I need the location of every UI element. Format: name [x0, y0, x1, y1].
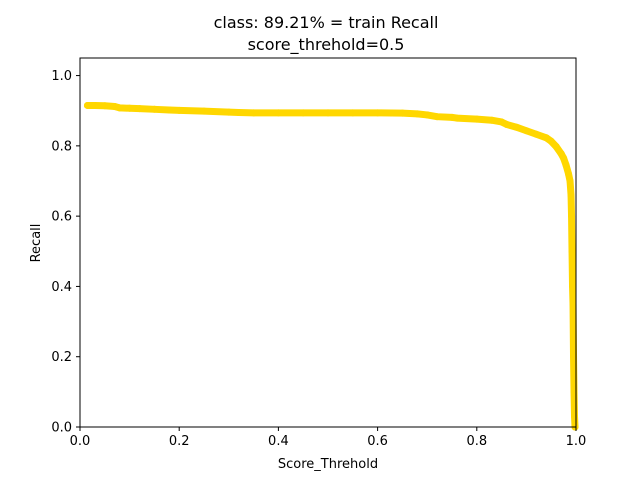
recall-data-point — [522, 127, 530, 135]
recall-data-point — [547, 137, 555, 145]
recall-data-point — [570, 353, 578, 361]
recall-data-point — [566, 177, 574, 185]
y-tick-label: 0.0 — [51, 421, 72, 436]
recall-data-point — [398, 109, 406, 117]
recall-data-point — [568, 247, 576, 255]
plot-area — [83, 101, 579, 431]
x-tick-label: 0.4 — [268, 434, 289, 449]
recall-data-point — [542, 134, 550, 142]
recall-data-point — [433, 113, 441, 121]
x-tick-label: 0.0 — [70, 434, 91, 449]
recall-data-point — [175, 106, 183, 114]
y-tick-label: 0.8 — [51, 139, 72, 154]
recall-data-point — [532, 130, 540, 138]
recall-data-point — [235, 108, 243, 116]
recall-data-point — [413, 110, 421, 118]
recall-data-point — [274, 109, 282, 117]
recall-data-point — [165, 106, 173, 114]
y-tick-label: 0.4 — [51, 280, 72, 295]
chart-title-line2: score_threhold=0.5 — [248, 35, 405, 55]
recall-data-point — [568, 212, 576, 220]
recall-data-point — [225, 108, 233, 116]
recall-data-point — [571, 412, 579, 420]
recall-data-point — [126, 104, 134, 112]
recall-data-point — [423, 111, 431, 119]
recall-data-point — [136, 105, 144, 113]
recall-data-point — [569, 282, 577, 290]
recall-data-point — [374, 109, 382, 117]
y-tick-label: 1.0 — [51, 69, 72, 84]
y-tick-label: 0.2 — [51, 350, 72, 365]
y-axis-ticks: 0.0 0.2 0.4 0.6 0.8 1.0 — [51, 69, 80, 436]
recall-data-point — [250, 109, 258, 117]
x-tick-label: 1.0 — [566, 434, 587, 449]
recall-data-point — [101, 102, 109, 110]
y-tick-label: 0.6 — [51, 210, 72, 225]
x-axis-label: Score_Threhold — [278, 457, 378, 472]
recall-data-point — [200, 107, 208, 115]
recall-data-point — [116, 104, 124, 112]
x-tick-label: 0.2 — [169, 434, 190, 449]
recall-data-point — [512, 123, 520, 131]
recall-data-point — [91, 101, 99, 109]
recall-data-point — [560, 154, 568, 162]
recall-data-point — [473, 115, 481, 123]
recall-data-point — [552, 143, 560, 151]
recall-data-point — [299, 109, 307, 117]
recall-data-point — [565, 170, 573, 178]
recall-data-point — [503, 120, 511, 128]
recall-data-point — [324, 109, 332, 117]
y-axis-label: Recall — [29, 224, 44, 263]
recall-data-point — [453, 114, 461, 122]
recall-data-point — [562, 161, 570, 169]
recall-data-point — [150, 105, 158, 113]
x-tick-label: 0.6 — [367, 434, 388, 449]
recall-data-point — [488, 116, 496, 124]
recall-data-point — [567, 191, 575, 199]
x-tick-label: 0.8 — [466, 434, 487, 449]
x-axis-ticks: 0.0 0.2 0.4 0.6 0.8 1.0 — [70, 427, 587, 449]
chart-title-line1: class: 89.21% = train Recall — [214, 13, 439, 32]
recall-data-point — [349, 109, 357, 117]
recall-data-point — [569, 300, 577, 308]
recall-data-point — [83, 101, 91, 109]
plot-frame — [79, 57, 577, 428]
